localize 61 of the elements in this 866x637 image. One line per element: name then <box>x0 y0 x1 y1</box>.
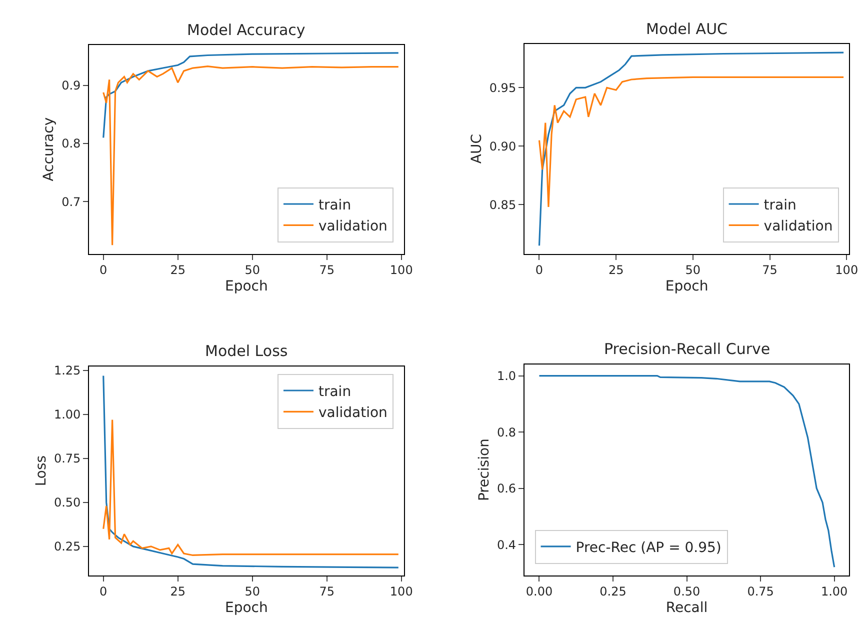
line-series <box>102 52 400 138</box>
line-series <box>538 76 844 208</box>
x-tick-label: 0.25 <box>600 584 626 599</box>
y-axis-title: Loss <box>34 455 50 486</box>
x-tick-label: 1.00 <box>820 584 848 599</box>
x-tick-label: 0.00 <box>526 584 553 599</box>
y-tick-label: 0.75 <box>54 452 81 466</box>
x-tick-label: 100 <box>835 263 858 278</box>
y-tick-label: 1.0 <box>497 369 516 384</box>
x-tick-label: 0 <box>100 263 108 278</box>
x-tick-label: 0 <box>535 263 544 278</box>
legend-label: validation <box>318 218 388 235</box>
y-tick-label: 0.25 <box>54 540 81 554</box>
x-tick-label: 25 <box>170 584 186 599</box>
x-tick-label: 50 <box>244 263 260 278</box>
legend-label: validation <box>764 218 833 235</box>
line-series <box>538 375 836 568</box>
legend-label: train <box>764 197 796 214</box>
line-series <box>102 418 400 556</box>
y-axis-title: Precision <box>476 438 493 502</box>
x-tick-label: 50 <box>685 263 701 278</box>
x-tick-label: 75 <box>762 263 778 278</box>
y-tick-label: 0.8 <box>62 136 81 151</box>
x-axis-title: Recall <box>666 600 708 616</box>
x-axis-title: Epoch <box>665 278 708 295</box>
y-tick-label: 0.90 <box>489 139 516 154</box>
chart-title: Model Loss <box>205 342 288 360</box>
x-axis-title: Epoch <box>224 278 268 295</box>
y-tick-label: 0.85 <box>489 198 516 212</box>
line-series <box>538 52 844 246</box>
x-axis-title: Epoch <box>224 600 268 616</box>
y-tick-label: 1.25 <box>54 364 81 378</box>
chart-title: Precision-Recall Curve <box>604 340 770 358</box>
x-tick-label: 100 <box>390 584 413 599</box>
y-tick-label: 0.8 <box>497 425 516 440</box>
y-tick-label: 0.95 <box>489 80 516 95</box>
x-tick-label: 0.50 <box>673 584 700 599</box>
y-tick-label: 0.6 <box>497 482 516 496</box>
y-tick-label: 0.7 <box>62 194 81 209</box>
legend-label: train <box>318 384 352 400</box>
line-series <box>102 374 400 568</box>
y-tick-label: 0.9 <box>62 78 81 93</box>
legend-label: Prec-Rec (AP = 0.95) <box>576 540 722 556</box>
legend-label: validation <box>318 405 388 422</box>
x-tick-label: 75 <box>319 263 335 278</box>
x-tick-label: 50 <box>244 584 260 599</box>
chart-title: Model AUC <box>646 20 728 38</box>
y-tick-label: 0.50 <box>54 496 81 510</box>
x-tick-label: 0.75 <box>747 584 774 599</box>
x-tick-label: 25 <box>170 263 186 278</box>
y-tick-label: 0.4 <box>497 538 516 552</box>
x-tick-label: 75 <box>319 584 335 599</box>
legend-label: train <box>318 197 352 214</box>
x-tick-label: 25 <box>608 263 624 278</box>
y-tick-label: 1.00 <box>54 408 81 422</box>
y-axis-title: Accuracy <box>41 117 58 182</box>
line-series <box>102 65 400 246</box>
x-tick-label: 0 <box>100 584 108 599</box>
chart-title: Model Accuracy <box>187 21 306 39</box>
y-axis-title: AUC <box>468 134 485 164</box>
x-tick-label: 100 <box>390 263 413 278</box>
